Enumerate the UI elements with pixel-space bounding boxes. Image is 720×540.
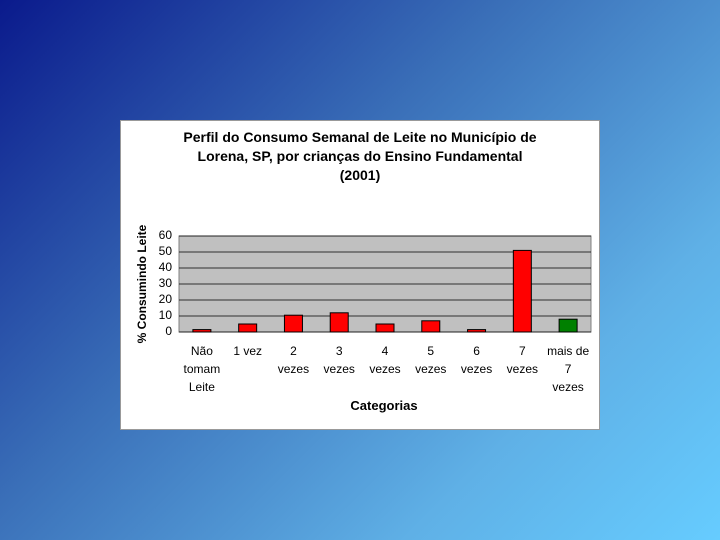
bar	[375, 323, 395, 333]
bar	[283, 314, 303, 333]
bar	[558, 318, 578, 333]
x-tick-label: 7 vezes	[506, 344, 538, 376]
x-tick-label: mais de 7 vezes	[547, 344, 590, 394]
chart-title: Perfil do Consumo Semanal de Leite no Mu…	[183, 129, 537, 183]
x-tick-label: 6 vezes	[460, 344, 493, 376]
x-tick-label: 1 vez	[233, 344, 262, 358]
y-tick-label: 20	[159, 292, 173, 306]
y-axis-title: % Consumindo Leite	[135, 224, 149, 343]
y-tick-label: 30	[159, 276, 173, 290]
y-tick-label: 0	[165, 324, 172, 338]
bar	[329, 312, 349, 333]
y-tick-label: 60	[159, 228, 173, 242]
x-tick-label: 4 vezes	[369, 344, 401, 376]
bar	[421, 320, 441, 333]
x-tick-label: 2 vezes	[277, 344, 310, 376]
bar	[192, 329, 212, 333]
y-tick-label: 40	[159, 260, 173, 274]
bar	[238, 323, 258, 333]
y-tick-label: 50	[159, 244, 173, 258]
x-tick-label: 3 vezes	[323, 344, 355, 376]
y-tick-label: 10	[159, 308, 173, 322]
x-tick-label: 5 vezes	[415, 344, 447, 376]
bar	[467, 329, 487, 333]
bar	[512, 249, 532, 333]
x-axis-title: Categorias	[350, 398, 418, 413]
x-tick-label: Não tomam Leite	[183, 344, 221, 394]
